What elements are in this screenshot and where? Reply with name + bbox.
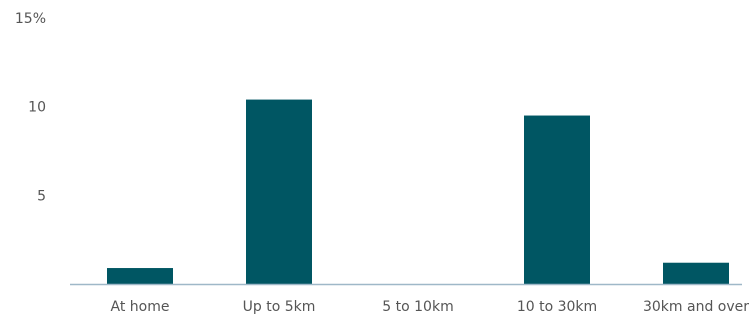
- x-axis-labels: At home Up to 5km 5 to 10km 10 to 30km 30km …: [111, 299, 750, 315]
- y-axis-ticks: 15% 10 5: [15, 11, 46, 204]
- y-tick-label: 15%: [15, 11, 46, 27]
- y-tick-label: 5: [37, 188, 46, 204]
- x-tick-label: 10 to 30km: [517, 299, 597, 315]
- x-tick-label: 5 to 10km: [382, 299, 453, 315]
- x-tick-label: 30km and over: [643, 299, 749, 315]
- bar: [524, 115, 590, 285]
- bar: [663, 262, 729, 284]
- x-tick-label: At home: [111, 299, 170, 315]
- bar: [107, 268, 173, 284]
- x-tick-label: Up to 5km: [243, 299, 316, 315]
- bar: [246, 99, 312, 284]
- y-tick-label: 10: [28, 100, 46, 116]
- bars: [107, 99, 729, 285]
